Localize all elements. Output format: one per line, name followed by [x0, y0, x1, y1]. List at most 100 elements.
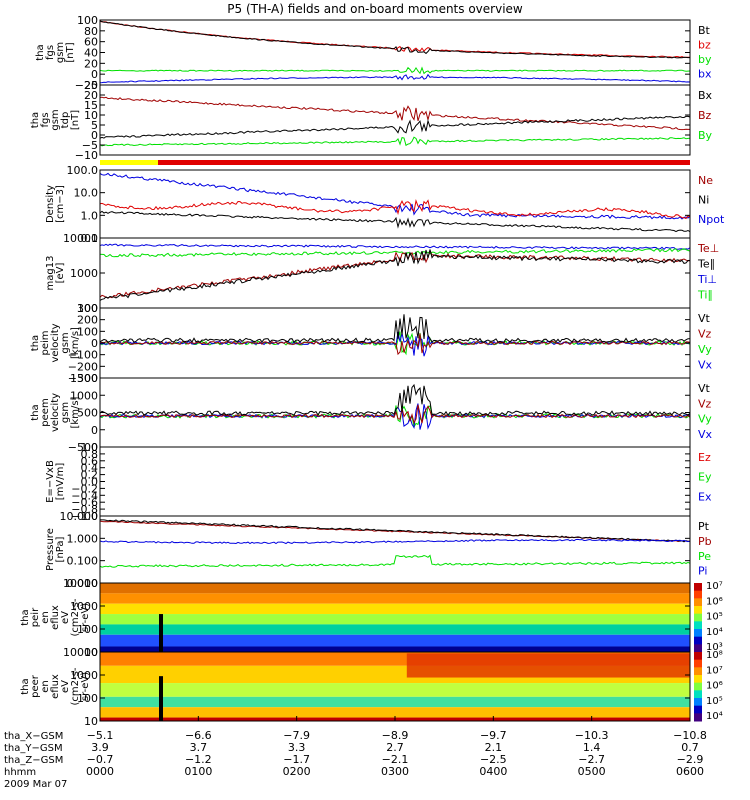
- colorbar-segment: [694, 613, 702, 622]
- panel-traces: [100, 243, 690, 301]
- y-label-line: tha: [35, 44, 46, 60]
- colorbar-segment: [694, 675, 702, 684]
- y-tick-label: 5: [91, 119, 98, 132]
- y-axis-label: tha peim velocity gsm [km/s]: [30, 323, 81, 362]
- y-axis-label: Density [cm−3]: [45, 185, 66, 223]
- spectrogram-band: [100, 634, 690, 647]
- y-tick-label: 100: [77, 692, 98, 705]
- axis-value: 0500: [578, 765, 606, 778]
- legend-bt: Bt: [698, 24, 711, 37]
- y-label-line: [nT]: [70, 110, 81, 130]
- panel-traces: [100, 652, 690, 721]
- y-tick-label: 20: [84, 57, 98, 70]
- y-tick-label: −200: [68, 360, 98, 373]
- panel-traces: [100, 383, 690, 430]
- y-label-line: velocity: [50, 393, 61, 432]
- legend-by: by: [698, 53, 712, 66]
- spectrogram-band: [100, 696, 690, 708]
- axis-value: −0.7: [87, 753, 114, 766]
- y-label-line: fgs: [45, 45, 56, 60]
- panel-traces: [100, 519, 690, 568]
- panel-frame: [99, 84, 691, 156]
- axis-value: −2.7: [578, 753, 605, 766]
- spectrogram-band: [100, 707, 690, 718]
- legend-ez: Ez: [698, 451, 711, 464]
- y-label-line: [km/s]: [70, 396, 81, 428]
- spectrogram-band: [100, 583, 690, 594]
- y-label-line: (cm2-s-: [70, 667, 81, 705]
- y-label-line: gsm: [60, 402, 71, 423]
- y-tick-label: 40: [84, 47, 98, 60]
- teperp-line: [100, 249, 690, 299]
- colorbar-segment: [694, 705, 702, 714]
- y-label-line: E=−VxB: [45, 460, 56, 503]
- y-tick-label: −0.8: [71, 503, 98, 516]
- y-axis-label: tha peem velocity gsm [km/s]: [30, 393, 81, 432]
- colorbar-label: 10⁵: [706, 612, 723, 623]
- mode-bar-slow: [100, 160, 158, 165]
- colorbar-label: 10⁴: [706, 711, 723, 722]
- colorbar-label: 10³: [706, 642, 723, 653]
- pt-line: [100, 519, 690, 543]
- mode-bar-fast: [158, 160, 690, 165]
- legend-ti∥: Ti∥: [697, 289, 713, 302]
- y-tick-label: 15: [84, 99, 98, 112]
- panel-efield: 1.00.80.60.40.20.0−0.2−0.4−0.6−0.8−1.0 E=…: [45, 441, 712, 523]
- data-gap: [159, 614, 163, 652]
- y-label-line: en: [40, 680, 51, 693]
- panel-traces: [100, 20, 690, 84]
- axis-value: −10.8: [673, 729, 707, 742]
- y-label-line: sr-eV): [80, 672, 91, 701]
- y-label-line: tdp: [60, 112, 71, 129]
- y-tick-label: −0.6: [71, 496, 98, 509]
- legend-vz: Vz: [698, 328, 712, 341]
- by-line: [100, 136, 690, 147]
- y-tick-label: 20: [84, 89, 98, 102]
- y-label-line: peir: [30, 607, 41, 627]
- y-axis-label: tha peer en eflux eV (cm2-s-sr-eV): [20, 667, 91, 705]
- y-label-line: peim: [40, 330, 51, 355]
- legend-bx: bx: [698, 67, 712, 80]
- spectrogram-band: [406, 653, 690, 678]
- y-label-line: tha: [30, 404, 41, 420]
- axis-value: 0100: [184, 765, 212, 778]
- panel-traces: [100, 314, 690, 357]
- axis-value: 3.3: [288, 741, 306, 754]
- axis-value: 3.7: [190, 741, 208, 754]
- colorbar-segment: [694, 621, 702, 630]
- ne-line: [100, 198, 690, 220]
- y-label-line: gsm: [60, 332, 71, 353]
- panel-frame: [99, 446, 691, 517]
- axis-row-label: tha_X−GSM: [4, 731, 63, 742]
- y-label-line: [nT]: [65, 42, 76, 62]
- y-tick-label: 100: [77, 14, 98, 27]
- panel-peir-spec: 10000 1000 100 10 tha peir en eflux eV (cm2-s-sr-…: [20, 577, 723, 659]
- legend-pi: Pi: [698, 565, 707, 578]
- y-label-line: tha: [20, 609, 31, 625]
- y-tick-label: 1000: [70, 267, 98, 280]
- axis-value: 1.4: [583, 741, 601, 754]
- y-tick-label: 0.4: [81, 462, 99, 475]
- y-tick-label: 1.0: [81, 441, 99, 454]
- vt-line: [100, 383, 690, 416]
- spectrogram-band: [100, 614, 690, 625]
- y-tick-label: 1000: [70, 600, 98, 613]
- legend-vt: Vt: [698, 312, 711, 325]
- y-label-line: eV: [60, 680, 71, 693]
- y-tick-label: 10.0: [74, 187, 99, 200]
- y-axis-label: mag13 [eV]: [45, 256, 66, 291]
- panel-frame: [99, 515, 691, 584]
- vz-line: [100, 404, 690, 425]
- spectrogram-band: [100, 593, 690, 604]
- date-label: 2009 Mar 07: [4, 779, 67, 790]
- vt-line: [100, 314, 690, 343]
- legend-vx: Vx: [698, 428, 713, 441]
- panel-density: 100.0 10.0 1.0 0.1 Density [cm−3] Ne Ni Npot: [45, 164, 725, 245]
- bz-line: [100, 96, 690, 131]
- y-tick-label: 100.0: [67, 164, 99, 177]
- y-label-line: [km/s]: [70, 327, 81, 359]
- y-label-line: peer: [30, 674, 41, 698]
- axis-value: −5.1: [87, 729, 114, 742]
- colorbar-segment: [694, 713, 702, 722]
- colorbar-label: 10⁷: [706, 581, 723, 592]
